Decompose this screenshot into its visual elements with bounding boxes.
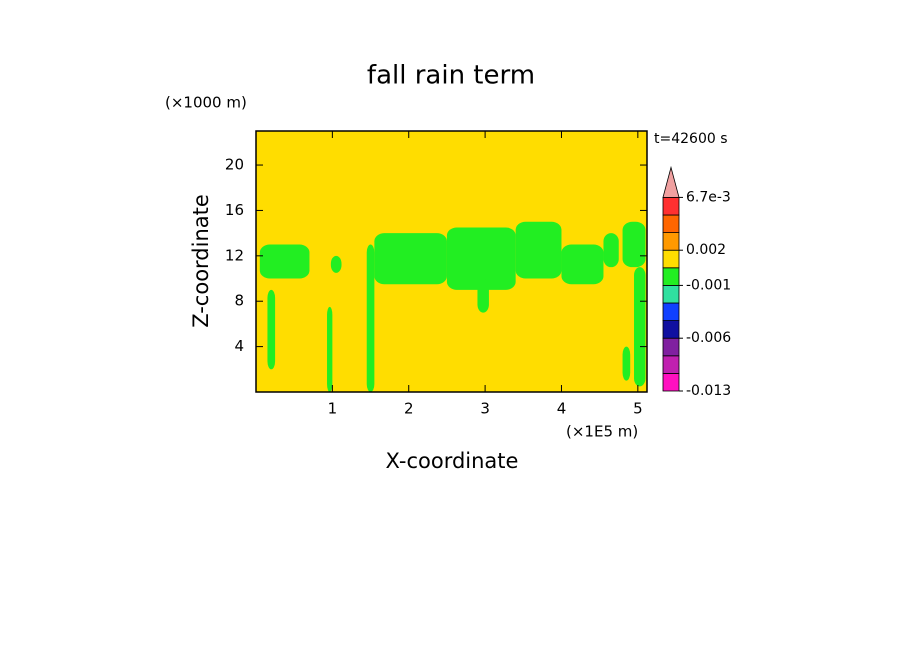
x-tick-label: 3 (480, 400, 490, 418)
time-label: t=42600 s (654, 131, 728, 147)
colorbar-segment (662, 267, 680, 286)
colorbar-label: 6.7e-3 (686, 189, 731, 205)
contour-region (259, 244, 310, 279)
x-tick-label: 1 (328, 400, 338, 418)
colorbar-segment (662, 337, 680, 357)
colorbar-extension (662, 165, 680, 198)
colorbar-segment (662, 284, 680, 304)
y-tick-label: 16 (225, 201, 244, 219)
colorbar-label: -0.001 (686, 277, 731, 293)
contour-region (446, 227, 516, 290)
colorbar-segment (662, 214, 680, 234)
plot-frame (255, 130, 648, 393)
colorbar-segment (662, 249, 680, 269)
y-unit: (×1000 m) (165, 94, 247, 112)
colorbar-label: -0.013 (686, 383, 731, 399)
contour-region (477, 278, 489, 313)
y-tick-label: 8 (234, 292, 244, 310)
contour-region (267, 289, 276, 370)
colorbar-segment (662, 372, 680, 392)
x-tick-label: 2 (404, 400, 414, 418)
y-tick-label: 12 (225, 246, 244, 264)
colorbar-segment (662, 355, 680, 374)
contour-region (327, 306, 333, 392)
contour-region (330, 255, 342, 273)
colorbar-label: -0.006 (686, 330, 731, 346)
colorbar-label: 0.002 (686, 242, 726, 258)
contour-region (603, 233, 619, 268)
y-tick-label: 4 (234, 337, 244, 355)
contour-region (622, 221, 646, 268)
contour-region (515, 221, 562, 279)
x-unit: (×1E5 m) (566, 423, 638, 441)
colorbar-segment (662, 302, 680, 322)
colorbar-segment (662, 232, 680, 251)
contour-region (622, 346, 631, 381)
x-tick-label: 5 (633, 400, 643, 418)
chart-title: fall rain term (367, 61, 535, 91)
contour-region (634, 267, 646, 387)
contour-region (561, 244, 604, 285)
y-tick-label: 20 (225, 156, 244, 174)
colorbar-segment (662, 196, 680, 216)
x-tick-label: 4 (557, 400, 567, 418)
contour-region (366, 244, 375, 392)
x-axis-title: X-coordinate (386, 449, 519, 473)
colorbar-segment (662, 320, 680, 339)
contour-region (374, 233, 447, 285)
y-axis-title: Z-coordinate (189, 194, 213, 328)
